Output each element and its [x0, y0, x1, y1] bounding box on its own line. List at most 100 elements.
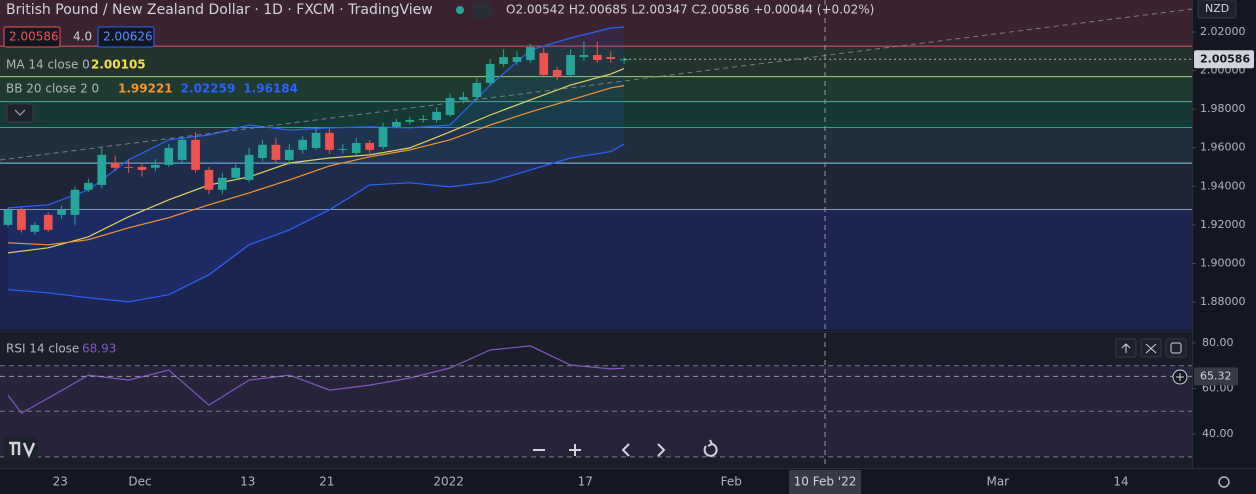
candle-body	[164, 147, 174, 165]
candle-body	[566, 54, 575, 76]
candle-body	[405, 119, 415, 122]
level-band	[0, 46, 1192, 77]
y-tick-label: 1.90000	[1200, 256, 1246, 269]
ask-price[interactable]: 2.00626	[103, 30, 153, 44]
last-price-label: 2.00586	[1200, 52, 1250, 65]
maximize-icon	[1170, 342, 1182, 354]
level-band	[0, 76, 1192, 102]
ohlc-values: O2.00542 H2.00685 L2.00347 C2.00586 +0.0…	[506, 3, 874, 17]
collapse-legend[interactable]	[6, 103, 34, 123]
y-tick-label: 1.94000	[1200, 179, 1246, 192]
candle-body	[57, 209, 66, 215]
rsi-pane-buttons	[1115, 338, 1187, 358]
candle-body	[3, 209, 13, 225]
symbol-title: British Pound / New Zealand Dollar · 1D …	[6, 2, 433, 18]
close-icon	[1145, 343, 1157, 354]
price-axis-border	[1192, 0, 1193, 468]
indicator-line	[7, 143, 625, 303]
candle-body	[217, 177, 227, 190]
candle-body	[151, 164, 160, 168]
sell-button[interactable]	[3, 26, 61, 48]
x-tick-label: 23	[53, 475, 68, 489]
candle-body	[110, 162, 120, 168]
logo[interactable]	[4, 437, 38, 461]
candle-body	[592, 54, 602, 60]
buy-button[interactable]	[97, 26, 155, 48]
candle-body	[499, 57, 508, 65]
rsi-line	[7, 345, 625, 414]
candle-body	[258, 144, 267, 158]
candle-body	[512, 57, 522, 62]
x-tick-label: 14	[1113, 475, 1128, 489]
zoom-controls	[533, 439, 718, 457]
x-tick-label: Mar	[986, 475, 1009, 489]
collapse-icon	[14, 109, 26, 116]
scroll-right[interactable]	[657, 443, 666, 457]
y-tick-label: 2.02000	[1200, 25, 1246, 38]
x-tick-label: 13	[240, 475, 255, 489]
maximize-button[interactable]	[1165, 338, 1187, 358]
candle-body	[392, 121, 401, 127]
candle-body	[365, 142, 375, 150]
candle-body	[311, 132, 321, 148]
candle-body	[432, 111, 441, 120]
candle-body	[526, 47, 535, 60]
candle-body	[552, 70, 562, 77]
band-fill	[8, 27, 625, 302]
candle-body	[30, 224, 40, 232]
y-tick-label: 1.92000	[1200, 218, 1246, 231]
y-tick-label: 1.98000	[1200, 102, 1246, 115]
candle-body	[378, 126, 388, 147]
time-axis-border	[0, 468, 1256, 469]
settings-icon[interactable]	[1218, 476, 1230, 488]
crosshair-value: 65.32	[1200, 369, 1232, 382]
overlay: British Pound / New Zealand Dollar · 1D …	[3, 0, 1237, 488]
trend-line	[0, 8, 1193, 161]
logo-bg	[4, 437, 38, 461]
reset[interactable]	[703, 439, 718, 457]
scroll-left[interactable]	[621, 443, 630, 457]
rsi-y-tick-label: 40.00	[1202, 427, 1234, 440]
x-tick-label: 2022	[433, 475, 464, 489]
x-tick-label: 17	[578, 475, 593, 489]
candle-body	[271, 144, 281, 160]
candle-body	[84, 182, 93, 190]
rsi-y-tick-label: 80.00	[1202, 336, 1234, 349]
candle-body	[485, 64, 495, 83]
candle-body	[298, 139, 308, 150]
y-tick-label: 1.88000	[1200, 295, 1246, 308]
candle-body	[351, 142, 361, 153]
currency-box[interactable]	[1197, 0, 1237, 19]
candle-body	[418, 119, 428, 121]
candle-body	[177, 139, 187, 160]
status-toggle[interactable]	[472, 2, 492, 18]
candle-body	[325, 132, 334, 150]
candle-body	[137, 166, 147, 170]
candle-body	[244, 154, 254, 180]
candle-body	[231, 167, 241, 178]
indicator-name: BB 20 close 2 0	[6, 82, 99, 96]
currency[interactable]: NZD	[1205, 2, 1229, 15]
candle-body	[70, 189, 80, 215]
indicator-value: 2.02259	[181, 82, 236, 96]
x-tick-label: Dec	[128, 475, 151, 489]
candle-body	[459, 97, 468, 100]
level-band	[0, 163, 1192, 210]
candle-body	[539, 53, 549, 76]
pane-separator	[0, 331, 1192, 332]
candle-body	[284, 149, 294, 160]
candle-body	[191, 139, 200, 170]
candle-body	[43, 214, 53, 230]
candle-body	[579, 54, 589, 58]
candle-body	[17, 209, 26, 230]
bid-price[interactable]: 2.00586	[9, 30, 59, 44]
crosshair-value-box	[1194, 367, 1238, 386]
status-dot	[456, 6, 464, 14]
candle-body	[97, 154, 107, 185]
rsi-background	[0, 332, 1192, 468]
zoom-in[interactable]	[569, 444, 581, 456]
x-tick-label: 21	[319, 475, 334, 489]
x-tick-label: Feb	[721, 475, 742, 489]
plot	[3, 26, 1192, 414]
